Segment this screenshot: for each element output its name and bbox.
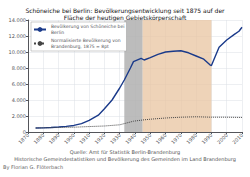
svg-text:2000: 2000 xyxy=(216,132,229,145)
svg-text:Fläche der heutigen Gebietskör: Fläche der heutigen Gebietskörperschaft xyxy=(64,14,187,22)
svg-text:1930: 1930 xyxy=(109,132,122,145)
svg-text:Quelle: Amt für Statistik Berl: Quelle: Amt für Statistik Berlin-Branden… xyxy=(70,149,180,156)
svg-text:By Florian G. Flöterbach: By Florian G. Flöterbach xyxy=(3,164,63,171)
svg-text:1890: 1890 xyxy=(47,132,60,145)
svg-text:4.000: 4.000 xyxy=(12,97,26,103)
svg-text:2010: 2010 xyxy=(231,132,244,145)
svg-text:1970: 1970 xyxy=(170,132,183,145)
svg-text:1940: 1940 xyxy=(124,132,137,145)
svg-text:10.000: 10.000 xyxy=(9,49,27,55)
svg-text:Berlin: Berlin xyxy=(51,30,64,35)
svg-text:1990: 1990 xyxy=(200,132,213,145)
svg-text:Historische Gemeindestatistike: Historische Gemeindestatistiken und Bevö… xyxy=(14,156,236,163)
svg-text:6.000: 6.000 xyxy=(12,81,26,87)
svg-text:1920: 1920 xyxy=(93,132,106,145)
svg-text:Schöneiche bei Berlin: Bevölke: Schöneiche bei Berlin: Bevölkerungsentwi… xyxy=(25,7,225,14)
svg-text:Bevölkerung von Schöneiche bei: Bevölkerung von Schöneiche bei xyxy=(51,24,124,29)
svg-text:Normalisierte Bevölkerung von: Normalisierte Bevölkerung von xyxy=(51,38,121,43)
svg-text:1880: 1880 xyxy=(32,132,45,145)
svg-text:12.000: 12.000 xyxy=(9,33,27,39)
svg-text:1960: 1960 xyxy=(154,132,167,145)
svg-text:1950: 1950 xyxy=(139,132,152,145)
svg-text:2.000: 2.000 xyxy=(12,113,26,119)
svg-text:14.000: 14.000 xyxy=(9,17,27,23)
svg-text:1910: 1910 xyxy=(78,132,91,145)
svg-text:8.000: 8.000 xyxy=(12,65,26,71)
svg-text:Brandenburg, 1875 = 8pt: Brandenburg, 1875 = 8pt xyxy=(51,44,109,49)
svg-text:1870: 1870 xyxy=(17,132,30,145)
svg-text:1900: 1900 xyxy=(63,132,76,145)
svg-text:1980: 1980 xyxy=(185,132,198,145)
